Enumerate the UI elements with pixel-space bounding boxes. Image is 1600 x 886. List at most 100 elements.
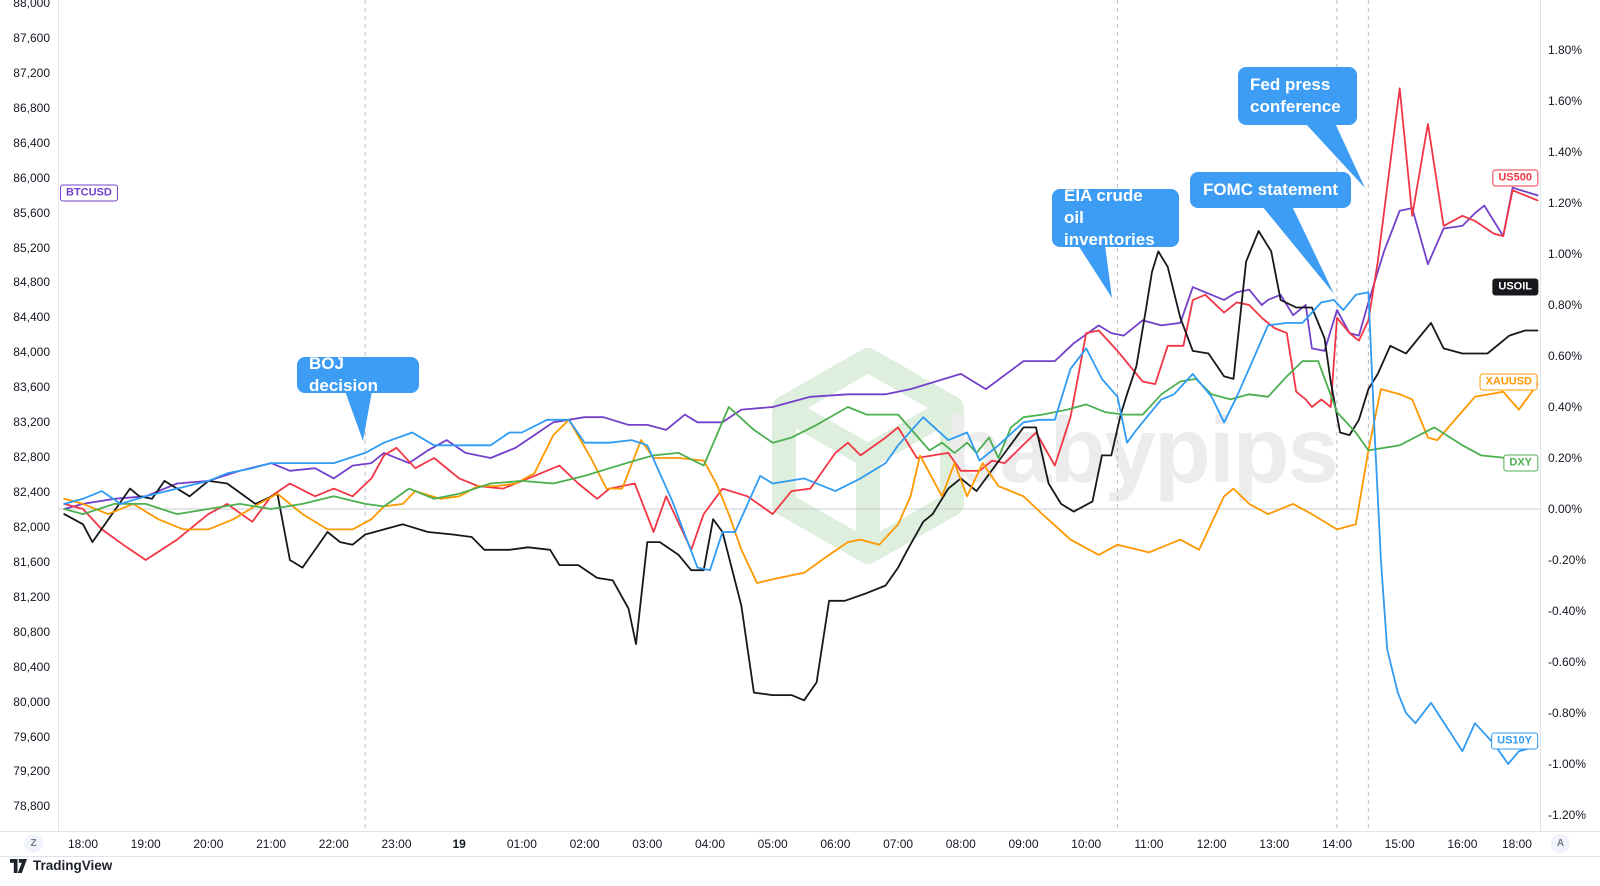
series-line-us500[interactable] bbox=[63, 87, 1539, 561]
chart-canvas[interactable]: babypips bbox=[0, 0, 1600, 831]
price-tick: 82,800 bbox=[13, 450, 50, 465]
tradingview-logo-icon bbox=[10, 858, 27, 873]
time-tick: 14:00 bbox=[1321, 837, 1353, 851]
series-line-btcusd[interactable] bbox=[63, 186, 1539, 510]
percent-tick: 0.40% bbox=[1548, 400, 1583, 414]
time-tick: 19:00 bbox=[130, 837, 161, 851]
callout-text: conference bbox=[1250, 97, 1341, 116]
time-tick: 04:00 bbox=[694, 837, 726, 851]
series-line-xauusd[interactable] bbox=[63, 383, 1539, 584]
time-tick: 15:00 bbox=[1384, 837, 1415, 851]
price-tick: 80,000 bbox=[13, 694, 50, 709]
callout-boj-decision[interactable]: BOJ decision bbox=[297, 354, 419, 395]
price-tick: 79,200 bbox=[13, 764, 50, 779]
time-tick: 03:00 bbox=[632, 837, 663, 851]
percent-tick: -0.60% bbox=[1548, 655, 1587, 669]
price-tick: 83,200 bbox=[13, 415, 50, 430]
callout-text: inventories bbox=[1064, 230, 1155, 249]
price-tick: 79,600 bbox=[13, 729, 50, 744]
series-label-usoil: USOIL bbox=[1492, 278, 1538, 296]
babypips-watermark-text: babypips bbox=[945, 398, 1337, 502]
price-axis-border bbox=[58, 0, 59, 831]
price-tick: 84,400 bbox=[13, 310, 50, 325]
percent-tick: -1.00% bbox=[1548, 757, 1587, 771]
time-tick: 11:00 bbox=[1134, 837, 1164, 851]
callout-tail bbox=[1078, 245, 1112, 298]
price-tick: 80,800 bbox=[13, 624, 50, 639]
babypips-watermark: babypips bbox=[772, 348, 1339, 564]
timezone-button[interactable]: Z bbox=[24, 834, 43, 853]
callout-eia-crude-oil[interactable]: EIA crude oil inventories bbox=[1052, 186, 1179, 249]
time-tick: 07:00 bbox=[883, 837, 914, 851]
callout-fomc-statement[interactable]: FOMC statement bbox=[1190, 172, 1351, 208]
series-line-usoil[interactable] bbox=[63, 230, 1539, 702]
time-tick: 21:00 bbox=[256, 837, 287, 851]
percent-axis-border bbox=[1540, 0, 1541, 831]
price-tick: 81,200 bbox=[13, 589, 50, 604]
series-line-us10y[interactable] bbox=[63, 291, 1539, 765]
series-label-btcusd: BTCUSD bbox=[60, 184, 118, 202]
price-tick: 87,600 bbox=[13, 30, 50, 45]
percent-tick: 0.80% bbox=[1548, 298, 1583, 312]
time-tick: 02:00 bbox=[569, 837, 600, 851]
price-tick: 86,800 bbox=[13, 100, 50, 115]
percent-tick: -0.20% bbox=[1548, 553, 1587, 567]
time-tick: 12:00 bbox=[1196, 837, 1227, 851]
time-tick: 13:00 bbox=[1259, 837, 1290, 851]
callout-text: Fed press bbox=[1250, 75, 1331, 94]
percent-tick: -1.20% bbox=[1548, 808, 1587, 822]
callout-text: BOJ decision bbox=[309, 354, 378, 395]
percent-tick: 1.20% bbox=[1548, 196, 1583, 210]
callout-fed-press[interactable]: Fed press conference bbox=[1238, 67, 1357, 125]
price-tick: 84,000 bbox=[13, 345, 50, 360]
price-tick: 86,000 bbox=[13, 170, 50, 185]
series-line-dxy[interactable] bbox=[63, 360, 1539, 515]
price-tick: 85,200 bbox=[13, 240, 50, 255]
price-tick: 86,400 bbox=[13, 135, 50, 150]
auto-scale-button[interactable]: A bbox=[1551, 834, 1570, 853]
time-tick: 19 bbox=[452, 837, 466, 851]
series-label-dxy: DXY bbox=[1503, 454, 1538, 472]
price-tick: 88,000 bbox=[13, 0, 50, 10]
price-tick: 82,000 bbox=[13, 519, 50, 534]
percent-tick: 1.00% bbox=[1548, 247, 1583, 261]
percent-tick: 1.40% bbox=[1548, 145, 1583, 159]
callout-text: EIA crude oil bbox=[1064, 186, 1143, 227]
price-tick: 81,600 bbox=[13, 554, 50, 569]
price-tick: 87,200 bbox=[13, 65, 50, 80]
price-tick: 84,800 bbox=[13, 275, 50, 290]
percent-tick: -0.80% bbox=[1548, 706, 1587, 720]
time-tick: 09:00 bbox=[1008, 837, 1039, 851]
percent-tick: 0.60% bbox=[1548, 349, 1583, 363]
callout-tail bbox=[1262, 206, 1334, 294]
time-tick: 16:00 bbox=[1447, 837, 1478, 851]
percent-tick: 0.20% bbox=[1548, 451, 1583, 465]
tradingview-logo-text: TradingView bbox=[33, 858, 113, 873]
time-axis[interactable] bbox=[0, 831, 1600, 857]
series-label-xauusd: XAUUSD bbox=[1479, 373, 1538, 390]
percent-tick: 1.60% bbox=[1548, 94, 1583, 108]
time-tick: 01:00 bbox=[506, 837, 537, 851]
percent-tick: 0.00% bbox=[1548, 502, 1583, 516]
series-label-us500: US500 bbox=[1492, 169, 1538, 186]
time-tick: 10:00 bbox=[1071, 837, 1102, 851]
time-tick: 08:00 bbox=[945, 837, 976, 851]
time-tick: 20:00 bbox=[193, 837, 224, 851]
price-tick: 82,400 bbox=[13, 485, 50, 500]
price-tick: 78,800 bbox=[13, 799, 50, 814]
time-tick: 06:00 bbox=[820, 837, 851, 851]
time-tick: 18:00 bbox=[67, 837, 99, 851]
price-tick: 83,600 bbox=[13, 380, 50, 395]
callout-text: FOMC statement bbox=[1202, 180, 1339, 199]
price-tick: 80,400 bbox=[13, 659, 50, 674]
tradingview-logo[interactable]: TradingView bbox=[10, 858, 112, 873]
percent-tick: -0.40% bbox=[1548, 604, 1587, 618]
percent-tick: 1.80% bbox=[1548, 43, 1583, 57]
time-tick: 23:00 bbox=[381, 837, 412, 851]
callout-tail bbox=[1305, 123, 1365, 188]
time-tick: 05:00 bbox=[757, 837, 788, 851]
time-tick: 18:00 bbox=[1501, 837, 1532, 851]
series-label-us10y: US10Y bbox=[1491, 732, 1538, 750]
callout-tail bbox=[345, 391, 372, 441]
